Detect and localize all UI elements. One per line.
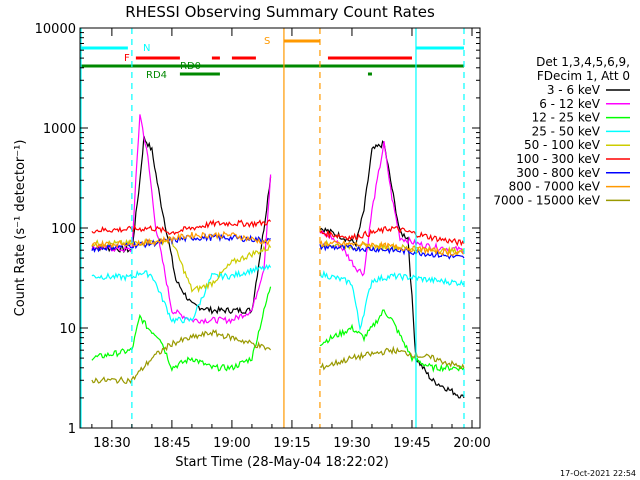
legend-label-800-7000-kev: 800 - 7000 keV <box>509 180 601 194</box>
y-tick-label-1: 10 <box>59 322 76 337</box>
legend-label-25-50-kev: 25 - 50 keV <box>532 124 601 138</box>
flag-n: N <box>80 43 464 54</box>
x-tick-label-5: 19:45 <box>393 436 430 451</box>
legend-label-3-6-kev: 3 - 6 keV <box>547 83 601 97</box>
legend-label-50-100-kev: 50 - 100 keV <box>524 138 601 152</box>
axis-ticks: 1 10 100 1000 10000 18:30 18:45 19:00 19:15 19:30… <box>35 22 491 451</box>
chart-title: RHESSI Observing Summary Count Rates <box>125 3 435 21</box>
x-tick-label-6: 20:00 <box>453 436 490 451</box>
series-line-12-25-kev <box>91 286 465 373</box>
legend-label-7000-15000-kev: 7000 - 15000 keV <box>493 193 600 207</box>
series-line-300-800-kev <box>91 233 465 260</box>
flag-label-f: F <box>124 53 130 64</box>
flag-label-rd0: RD0 <box>180 61 201 72</box>
flag-label-n: N <box>143 43 150 54</box>
flag-label-s: S <box>264 36 270 47</box>
legend-label-12-25-kev: 12 - 25 keV <box>532 111 601 125</box>
flag-f: F <box>124 53 412 64</box>
legend-label-300-800-kev: 300 - 800 keV <box>516 166 600 180</box>
series-line-7000-15000-kev <box>91 329 465 385</box>
series-line-25-50-kev <box>91 263 465 332</box>
y-tick-label-4: 10000 <box>35 22 76 37</box>
legend-header-line-1: Det 1,3,4,5,6,9, <box>536 55 630 69</box>
series-line-800-7000-kev <box>91 230 465 258</box>
flag-rd0: RD0 <box>80 61 464 72</box>
series-line-3-6-kev <box>91 135 465 399</box>
series-line-100-300-kev <box>91 219 465 247</box>
legend: Det 1,3,4,5,6,9, FDecim 1, Att 0 3 - 6 k… <box>493 55 630 207</box>
flag-label-rd4: RD4 <box>146 70 167 81</box>
x-tick-label-1: 18:45 <box>153 436 190 451</box>
x-tick-label-2: 19:00 <box>213 436 250 451</box>
flag-bars: N S F RD0 RD4 <box>80 36 464 81</box>
y-tick-label-2: 100 <box>51 222 76 237</box>
legend-label-100-300-kev: 100 - 300 keV <box>516 152 600 166</box>
x-tick-label-0: 18:30 <box>93 436 130 451</box>
series-layer <box>91 114 465 399</box>
x-tick-label-4: 19:30 <box>333 436 370 451</box>
y-tick-label-3: 1000 <box>43 122 76 137</box>
y-tick-label-0: 1 <box>68 422 76 437</box>
legend-label-6-12-kev: 6 - 12 keV <box>539 97 601 111</box>
flag-rd4: RD4 <box>146 70 372 81</box>
x-tick-label-3: 19:15 <box>273 436 310 451</box>
flag-s: S <box>264 36 320 47</box>
x-axis-label: Start Time (28-May-04 18:22:02) <box>175 455 389 470</box>
legend-header-line-2: FDecim 1, Att 0 <box>537 69 630 83</box>
vertical-markers <box>80 28 465 428</box>
timestamp: 17-Oct-2021 22:54 <box>560 469 636 478</box>
y-axis-label: Count Rate (s⁻¹ detector⁻¹) <box>13 140 28 317</box>
